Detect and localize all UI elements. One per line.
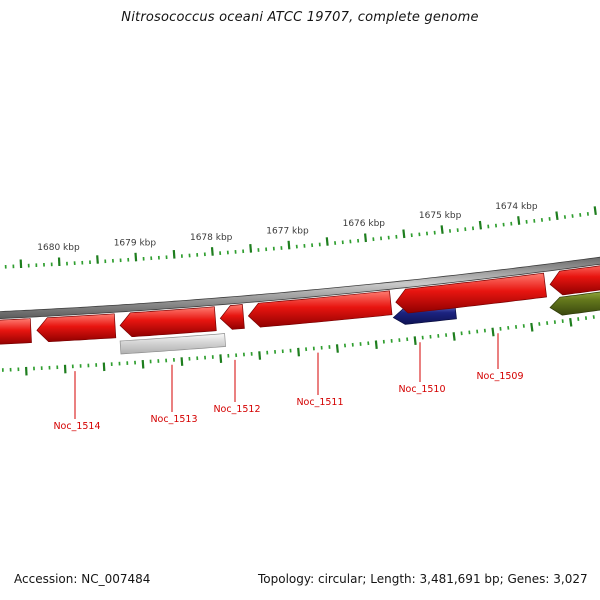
tick-mark: [287, 240, 291, 250]
tick-mark: [593, 206, 597, 216]
gene-label: Noc_1512: [213, 404, 260, 415]
tick-mark: [325, 237, 329, 246]
page-title: Nitrosococcus oceani ATCC 19707, complet…: [121, 10, 479, 25]
gene-label: Noc_1510: [398, 384, 445, 395]
tick-mark: [440, 225, 444, 234]
tick-mark: [134, 252, 138, 262]
tick-mark: [577, 317, 580, 322]
gene-arrow-noc-1512: [219, 304, 245, 330]
topology-text: Topology: circular; Length: 3,481,691 bp…: [258, 572, 588, 586]
tick-mark: [478, 220, 482, 230]
tick-mark: [141, 360, 145, 369]
tick-mark: [571, 214, 574, 218]
gene-arrow: [549, 291, 600, 316]
tick-mark: [180, 357, 184, 366]
tick-mark: [335, 344, 339, 353]
tick-mark: [219, 354, 223, 363]
ruler-label: 1674 kbp: [495, 202, 538, 212]
ruler-label: 1678 kbp: [190, 233, 233, 243]
backbone-arc: [0, 256, 600, 320]
gene-label: Noc_1514: [53, 421, 100, 432]
gene-arrow-noc-1511: [247, 290, 393, 328]
tick-mark: [210, 247, 214, 256]
tick-mark: [402, 229, 406, 239]
ruler-ticks: [1, 206, 597, 376]
gene-label: Noc_1509: [476, 371, 523, 382]
tick-mark: [569, 317, 573, 327]
gene-arrow-noc-1514: [36, 313, 117, 343]
tick-mark: [491, 327, 495, 337]
tick-mark: [555, 211, 559, 221]
tick-mark: [172, 250, 176, 259]
tick-mark: [452, 332, 456, 341]
gene-arrow: [119, 333, 226, 355]
ruler-label: 1677 kbp: [266, 226, 309, 236]
tick-mark: [507, 325, 510, 330]
gene-arrow: [549, 265, 600, 296]
tick-mark: [530, 322, 534, 332]
tick-mark: [297, 347, 300, 357]
ruler-label: 1680 kbp: [37, 243, 80, 253]
tick-mark: [546, 321, 549, 326]
tick-mark: [517, 216, 521, 225]
gene-label: Noc_1513: [150, 414, 197, 425]
tick-mark: [514, 324, 518, 329]
accession-text: Accession: NC_007484: [14, 572, 151, 586]
tick-mark: [249, 244, 253, 253]
tick-mark: [258, 351, 262, 360]
ruler-label: 1679 kbp: [114, 238, 157, 248]
ruler-labels: 1680 kbp 1679 kbp 1678 kbp 1677 kbp 1676 kbp…: [37, 202, 538, 253]
ruler-label: 1676 kbp: [343, 219, 386, 229]
tick-mark: [102, 362, 106, 372]
tick-mark: [592, 315, 595, 319]
tick-mark: [364, 233, 367, 243]
gene-arrow-noc-1509: [395, 272, 547, 314]
tick-mark: [374, 340, 378, 350]
gene-label: Noc_1511: [296, 397, 343, 408]
ruler-label: 1675 kbp: [419, 211, 462, 221]
tick-mark: [538, 322, 541, 326]
gene-arrow-noc-1513: [119, 306, 217, 338]
tick-mark: [540, 217, 544, 222]
tick-mark: [579, 212, 582, 217]
tick-mark: [413, 336, 417, 346]
gene-labels: Noc_1514 Noc_1513 Noc_1512 Noc_1511 Noc_1510…: [53, 333, 524, 432]
gene-track: [0, 256, 600, 355]
tick-mark: [96, 255, 99, 264]
gene-arrow: [0, 318, 32, 345]
tick-mark: [563, 215, 567, 219]
